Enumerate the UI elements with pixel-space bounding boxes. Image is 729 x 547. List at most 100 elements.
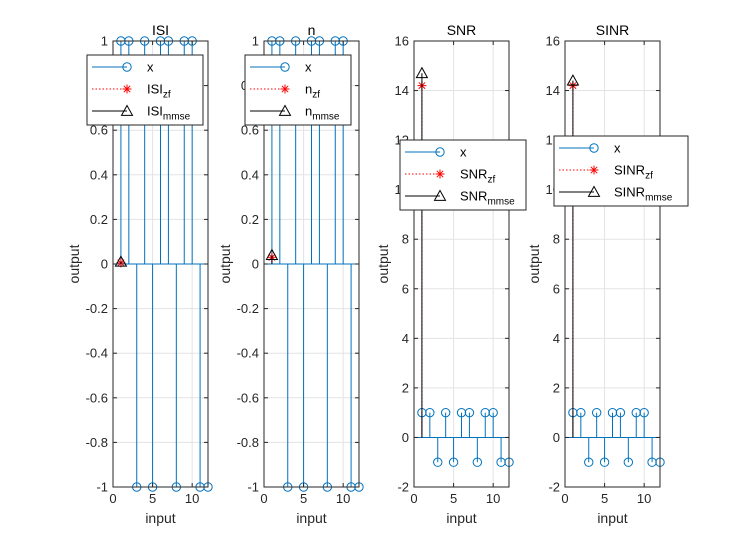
data-point (464, 407, 475, 418)
data-point (433, 457, 443, 467)
legend-marker (122, 62, 132, 72)
y-tick-label: -2 (397, 480, 409, 495)
y-tick-label: 0.4 (241, 167, 259, 182)
y-tick-label: 4 (553, 331, 560, 346)
legend-label-subscript: mmse (312, 112, 340, 123)
legend-label-main: x (305, 60, 312, 75)
data-point (448, 457, 459, 467)
legend-label-main: SINR (614, 185, 645, 200)
y-tick-label: -0.4 (86, 346, 108, 361)
y-tick-label: 0 (101, 257, 108, 272)
legend-marker (433, 189, 447, 201)
legend-marker (589, 165, 599, 175)
subplot-n: 0510-1-0.8-0.6-0.4-0.200.20.40.60.81ninp… (217, 22, 364, 526)
y-tick-label: 0.2 (90, 212, 108, 227)
y-axis-label: output (217, 244, 233, 283)
y-tick-label: -0.2 (86, 301, 108, 316)
subplot-title: n (308, 22, 316, 38)
y-tick-label: -0.8 (86, 435, 108, 450)
y-axis-label: output (375, 244, 391, 283)
y-tick-label: 8 (402, 232, 409, 247)
legend-entry: SNRmmse (405, 189, 515, 208)
legend-label: nzf (305, 82, 320, 101)
x-tick-label: 5 (149, 491, 156, 506)
y-tick-label: 6 (553, 281, 560, 296)
legend-label-main: SNR (460, 167, 487, 182)
data-point (623, 457, 634, 467)
x-axis-label: input (446, 510, 476, 526)
subplot-title: SINR (596, 22, 629, 38)
legend-marker (120, 104, 134, 116)
y-tick-label: 6 (402, 281, 409, 296)
subplot-sinr: 0 5 10-20246810121416SINRinputoutputxSINRz… (526, 22, 689, 526)
data-point (584, 457, 594, 467)
x-tick-label: 10 (185, 491, 199, 506)
legend-marker (587, 185, 601, 197)
legend-label: SINRzf (614, 163, 653, 182)
legend: x SINRzf SINRmmse (553, 135, 689, 207)
y-tick-label: -0.2 (237, 301, 259, 316)
data-point (265, 248, 279, 260)
x-tick-label: 10 (637, 491, 651, 506)
y-tick-label: 0 (252, 257, 259, 272)
x-tick-label: 0 (410, 491, 417, 506)
legend-label-main: x (460, 145, 467, 160)
y-tick-label: -2 (548, 480, 560, 495)
legend-entry: nmmse (250, 104, 340, 123)
x-tick-label: 10 (336, 491, 350, 506)
x-tick-label: 0 (109, 491, 116, 506)
legend-label: SINRmmse (614, 185, 673, 204)
subplot-title: SNR (447, 22, 477, 38)
legend-marker (280, 62, 290, 72)
axes-box (413, 40, 510, 488)
x-tick-label: 5 (300, 491, 307, 506)
x-tick-label: 0 (260, 491, 267, 506)
y-tick-label: 8 (553, 232, 560, 247)
y-tick-label: 16 (395, 34, 409, 49)
legend-entry: nzf (250, 82, 320, 101)
axes-box (564, 40, 661, 488)
x-tick-label: 0 (561, 491, 568, 506)
legend-label-main: ISI (147, 82, 163, 97)
y-tick-label: -1 (247, 480, 259, 495)
data-point (639, 407, 649, 418)
data-point (599, 457, 610, 467)
data-point (576, 407, 586, 418)
subplot-isi: 0510-1-0.8-0.6-0.4-0.200.20.40.60.81ISIi… (66, 22, 213, 526)
y-tick-label: -0.4 (237, 346, 259, 361)
data-point (114, 255, 128, 267)
x-tick-label: 5 (601, 491, 608, 506)
y-tick-label: 16 (546, 34, 560, 49)
data-point (488, 407, 498, 418)
legend-label: SNRzf (460, 167, 495, 186)
y-tick-label: 2 (553, 380, 560, 395)
subplot-title: ISI (152, 22, 169, 38)
y-tick-label: 4 (402, 331, 409, 346)
legend-label-subscript: mmse (487, 197, 515, 208)
legend-marker (589, 143, 599, 153)
legend-label: x (460, 145, 467, 160)
legend-label: x (147, 60, 154, 75)
legend-entry: x (559, 141, 621, 156)
y-tick-label: 0 (402, 430, 409, 445)
legend-label-subscript: zf (312, 90, 320, 101)
legend-label-subscript: mmse (163, 112, 191, 123)
y-tick-label: -1 (96, 480, 108, 495)
y-axis-label: output (526, 244, 542, 283)
legend-label: nmmse (305, 104, 340, 123)
legend-entry: ISImmse (92, 104, 191, 123)
y-tick-label: -0.6 (86, 390, 108, 405)
y-tick-label: 0 (553, 430, 560, 445)
legend-label-subscript: zf (487, 175, 495, 186)
y-tick-label: 0.2 (241, 212, 259, 227)
legend-entry: SINRzf (559, 163, 653, 182)
x-axis-label: input (597, 510, 627, 526)
data-point (425, 407, 435, 418)
legend-label-main: x (147, 60, 154, 75)
legend-label-main: SNR (460, 189, 487, 204)
legend-label-main: SINR (614, 163, 645, 178)
legend-label: ISIzf (147, 82, 171, 101)
data-point (440, 407, 451, 418)
